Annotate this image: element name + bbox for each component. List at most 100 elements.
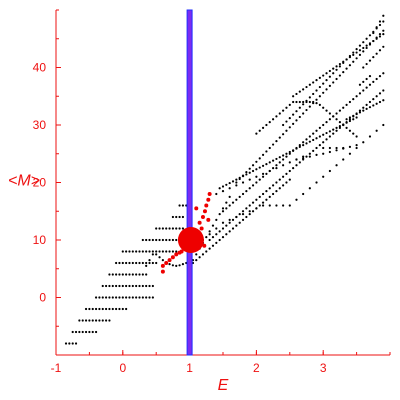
data-point	[181, 204, 185, 207]
data-point	[288, 169, 291, 173]
data-point	[312, 132, 315, 135]
data-point	[328, 146, 331, 150]
data-point	[135, 284, 138, 288]
data-point	[372, 39, 375, 43]
data-point	[175, 238, 178, 242]
data-point	[352, 98, 355, 101]
data-point	[292, 95, 295, 98]
data-point	[131, 250, 134, 253]
data-point	[255, 207, 258, 210]
data-point	[94, 319, 98, 322]
data-point	[352, 51, 355, 54]
data-point	[308, 152, 311, 155]
data-point	[111, 296, 114, 299]
data-point	[355, 48, 358, 51]
data-point	[365, 44, 368, 47]
data-point	[308, 83, 311, 86]
data-point	[315, 89, 318, 92]
data-point	[332, 67, 335, 70]
data-point	[111, 284, 114, 288]
data-point	[382, 123, 385, 127]
data-point	[118, 261, 121, 265]
data-point	[275, 190, 278, 193]
data-point	[128, 296, 131, 299]
data-point	[171, 264, 174, 267]
data-point	[151, 238, 154, 242]
data-point	[342, 158, 345, 161]
data-point	[165, 238, 168, 242]
data-point	[282, 133, 285, 136]
data-point	[91, 330, 94, 334]
data-point	[285, 172, 288, 175]
data-point	[368, 106, 372, 109]
data-point	[285, 120, 288, 123]
data-point	[352, 114, 355, 117]
data-point	[322, 152, 325, 155]
data-point	[378, 35, 382, 38]
data-point	[128, 273, 131, 276]
data-point	[108, 296, 111, 299]
data-point	[282, 204, 285, 207]
data-point	[268, 204, 271, 207]
data-point	[94, 330, 98, 334]
data-point	[141, 261, 144, 265]
data-point	[131, 273, 134, 276]
data-point	[368, 135, 372, 138]
x-tick-label: -1	[51, 361, 62, 375]
data-point	[158, 256, 161, 259]
data-point	[325, 88, 328, 91]
data-point	[302, 100, 305, 104]
data-point	[125, 261, 128, 265]
data-point	[225, 233, 228, 236]
highlight-point	[200, 215, 205, 219]
data-point	[115, 296, 118, 299]
data-point	[278, 187, 281, 190]
data-point	[261, 126, 265, 129]
data-point	[268, 169, 271, 173]
data-point	[302, 88, 305, 91]
data-point	[255, 160, 258, 163]
data-point	[325, 72, 328, 75]
data-point	[168, 263, 171, 266]
data-point	[158, 238, 161, 242]
data-point	[248, 187, 251, 190]
data-point	[285, 181, 288, 184]
data-point	[251, 210, 255, 213]
data-point	[305, 155, 308, 158]
data-point	[308, 100, 311, 104]
data-point	[332, 81, 335, 84]
data-point	[225, 183, 228, 186]
data-point	[282, 158, 285, 161]
y-tick-label: 40	[33, 61, 47, 75]
data-point	[241, 175, 245, 178]
data-point	[382, 72, 385, 75]
data-point	[335, 65, 338, 68]
data-point	[325, 109, 328, 112]
data-point	[348, 119, 352, 123]
data-point	[235, 224, 238, 227]
data-point	[272, 143, 275, 146]
data-point	[325, 79, 328, 82]
data-point	[325, 121, 328, 124]
data-point	[175, 215, 178, 219]
data-point	[282, 123, 285, 127]
data-point	[168, 250, 171, 253]
data-point	[355, 112, 358, 116]
data-point	[348, 129, 352, 132]
data-point	[315, 79, 318, 82]
data-point	[88, 330, 91, 334]
data-point	[218, 238, 221, 242]
data-point	[125, 296, 128, 299]
data-point	[338, 121, 341, 124]
data-point	[272, 184, 275, 187]
data-point	[155, 253, 158, 256]
data-point	[365, 107, 368, 110]
data-point	[318, 95, 321, 98]
data-point	[228, 221, 231, 224]
data-point	[338, 126, 341, 129]
data-point	[228, 230, 231, 233]
data-point	[288, 161, 291, 164]
data-point	[288, 204, 291, 207]
data-point	[158, 227, 161, 230]
data-point	[355, 135, 358, 138]
